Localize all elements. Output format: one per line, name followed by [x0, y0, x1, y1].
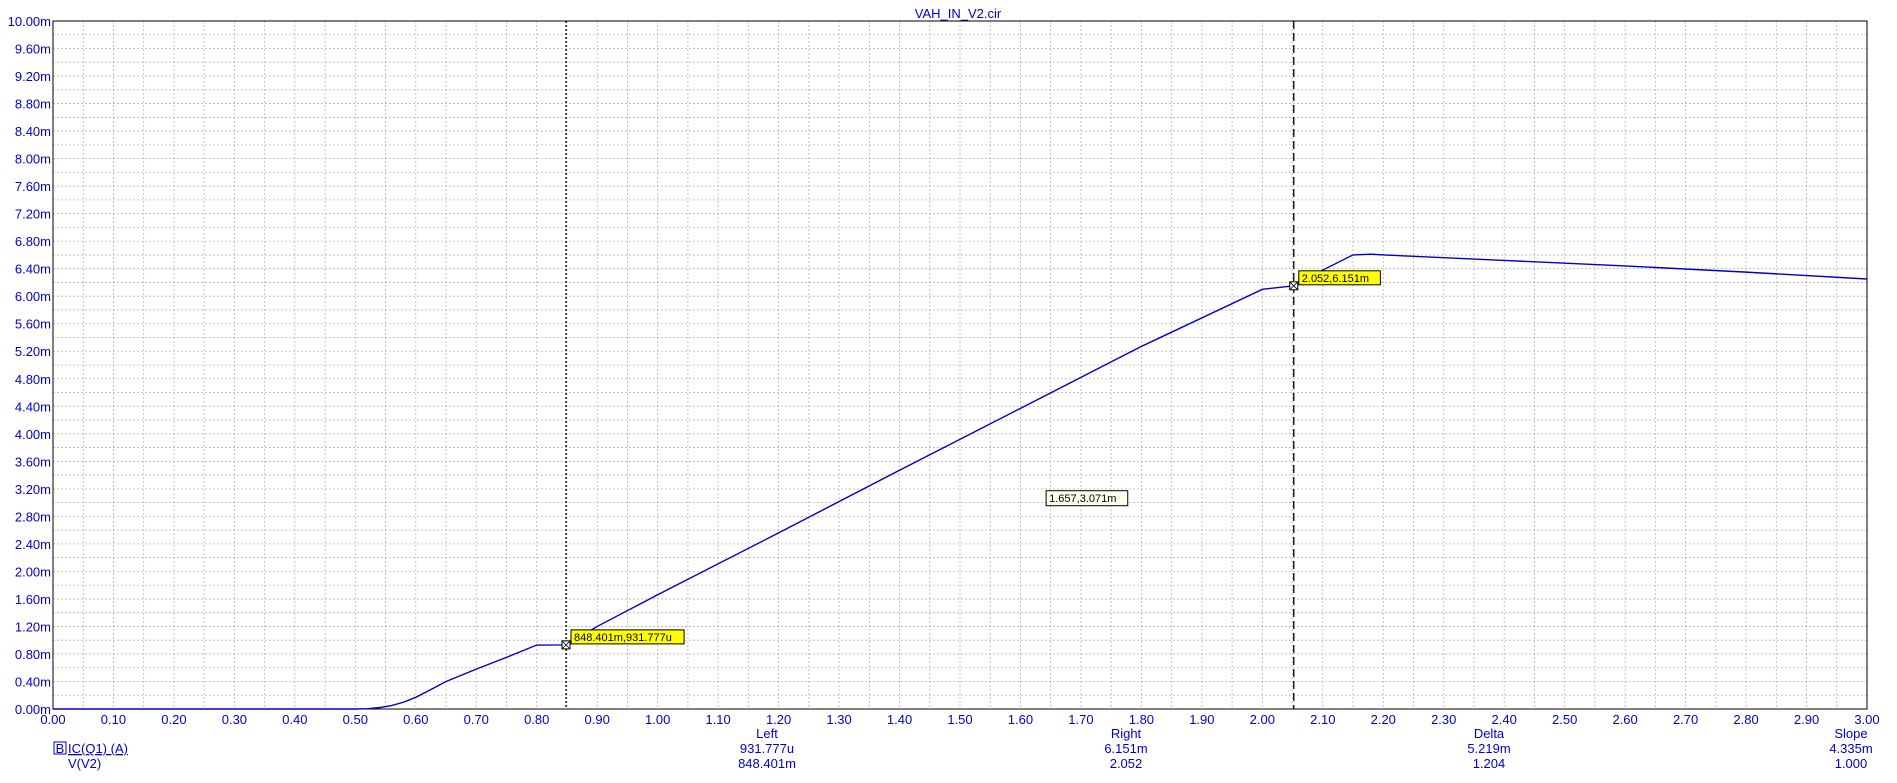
y-tick-label: 8.00m	[15, 152, 51, 167]
readout-row-ic-left: 931.777u	[740, 741, 794, 756]
y-tick-label: 0.40m	[15, 674, 51, 689]
readout-header-delta: Delta	[1474, 726, 1505, 741]
y-tick-label: 2.40m	[15, 537, 51, 552]
x-tick-label: 0.00	[40, 712, 65, 727]
cursor-left-label-box	[570, 629, 685, 645]
x-tick-label: 2.40	[1492, 712, 1517, 727]
x-tick-label: 2.90	[1794, 712, 1819, 727]
x-tick-label: 1.60	[1008, 712, 1033, 727]
x-tick-label: 1.50	[947, 712, 972, 727]
y-tick-label: 6.00m	[15, 289, 51, 304]
x-tick-label: 0.80	[524, 712, 549, 727]
y-tick-label: 5.60m	[15, 317, 51, 332]
y-tick-label: 6.80m	[15, 234, 51, 249]
x-tick-label: 2.20	[1371, 712, 1396, 727]
y-tick-label: 10.00m	[8, 14, 51, 29]
readout-header-slope: Slope	[1834, 726, 1867, 741]
x-tick-label: 1.80	[1129, 712, 1154, 727]
x-tick-label: 1.10	[705, 712, 730, 727]
readout-row-ic-right: 6.151m	[1104, 741, 1147, 756]
x-tick-label: 2.80	[1733, 712, 1758, 727]
plot-frame	[52, 20, 1868, 710]
cursor-right-label: 2.052,6.151m	[1302, 273, 1369, 285]
series-marker-box[interactable]	[53, 741, 67, 755]
y-tick-label: 2.80m	[15, 509, 51, 524]
x-tick-label: 0.70	[464, 712, 489, 727]
annotation-layer: 848.401m,931.777u 2.052,6.151m 1.657,3.071…	[561, 270, 1381, 650]
x-tick-label: 1.90	[1189, 712, 1214, 727]
x-tick-label: 0.20	[161, 712, 186, 727]
x-tick-label: 3.00	[1854, 712, 1879, 727]
x-tick-label: 2.50	[1552, 712, 1577, 727]
y-tick-label: 5.20m	[15, 344, 51, 359]
y-tick-label: 4.40m	[15, 399, 51, 414]
x-tick-label: 0.30	[222, 712, 247, 727]
readout-panel: Left Right Delta Slope B IC(Q1) (A) 931.…	[53, 726, 1873, 771]
y-tick-label: 1.20m	[15, 619, 51, 634]
readout-header-right: Right	[1111, 726, 1142, 741]
chart-title: VAH_IN_V2.cir	[915, 6, 1002, 21]
y-tick-label: 0.80m	[15, 647, 51, 662]
x-tick-label: 0.50	[343, 712, 368, 727]
series-ic-q1-line	[53, 253, 1868, 710]
y-tick-label: 3.20m	[15, 482, 51, 497]
readout-row-v-name: V(V2)	[68, 756, 101, 771]
x-tick-label: 2.70	[1673, 712, 1698, 727]
y-tick-label: 8.40m	[15, 124, 51, 139]
cursor-right-label-box	[1298, 270, 1381, 286]
y-tick-label: 2.00m	[15, 564, 51, 579]
readout-row-ic-slope: 4.335m	[1829, 741, 1872, 756]
y-tick-label: 3.60m	[15, 454, 51, 469]
x-axis: 0.00 0.10 0.20 0.30 0.40 0.50 0.60 0.70 0.80 0.90…	[40, 712, 1879, 727]
x-tick-label: 1.20	[766, 712, 791, 727]
x-tick-label: 0.90	[585, 712, 610, 727]
readout-header-left: Left	[756, 726, 778, 741]
y-axis: 0.00m 0.40m 0.80m 1.20m 1.60m 2.00m 2.40m 2.80m…	[8, 14, 51, 717]
y-tick-label: 9.60m	[15, 42, 51, 57]
x-tick-label: 2.60	[1612, 712, 1637, 727]
x-tick-label: 1.70	[1068, 712, 1093, 727]
y-tick-label: 7.60m	[15, 179, 51, 194]
y-tick-label: 4.00m	[15, 427, 51, 442]
delta-annotation-box	[1045, 490, 1129, 507]
y-tick-label: 9.20m	[15, 69, 51, 84]
readout-row-v-delta: 1.204	[1473, 756, 1506, 771]
x-tick-label: 1.30	[826, 712, 851, 727]
series-marker-letter: B	[56, 741, 65, 756]
delta-annotation-label: 1.657,3.071m	[1049, 493, 1116, 505]
y-tick-label: 1.60m	[15, 592, 51, 607]
readout-row-ic-delta: 5.219m	[1467, 741, 1510, 756]
x-tick-label: 2.30	[1431, 712, 1456, 727]
readout-row-v-slope: 1.000	[1835, 756, 1868, 771]
x-tick-label: 2.00	[1250, 712, 1275, 727]
x-tick-label: 2.10	[1310, 712, 1335, 727]
x-tick-label: 1.00	[645, 712, 670, 727]
readout-row-ic-name[interactable]: IC(Q1) (A)	[68, 741, 128, 756]
x-tick-label: 0.40	[282, 712, 307, 727]
cursor-left-label: 848.401m,931.777u	[574, 632, 672, 644]
x-tick-label: 1.40	[887, 712, 912, 727]
cursor-right-marker-cross	[1289, 281, 1299, 291]
readout-row-v-right: 2.052	[1110, 756, 1143, 771]
y-tick-label: 4.80m	[15, 372, 51, 387]
cursor-layer[interactable]	[565, 21, 1295, 709]
readout-row-v-left: 848.401m	[738, 756, 796, 771]
x-tick-label: 0.10	[101, 712, 126, 727]
x-tick-label: 0.60	[403, 712, 428, 727]
y-tick-label: 7.20m	[15, 207, 51, 222]
grid	[52, 20, 1868, 710]
y-tick-label: 6.40m	[15, 262, 51, 277]
y-tick-label: 8.80m	[15, 97, 51, 112]
y-tick-label: 0.00m	[15, 702, 51, 717]
cursor-left-marker-cross	[561, 640, 571, 650]
